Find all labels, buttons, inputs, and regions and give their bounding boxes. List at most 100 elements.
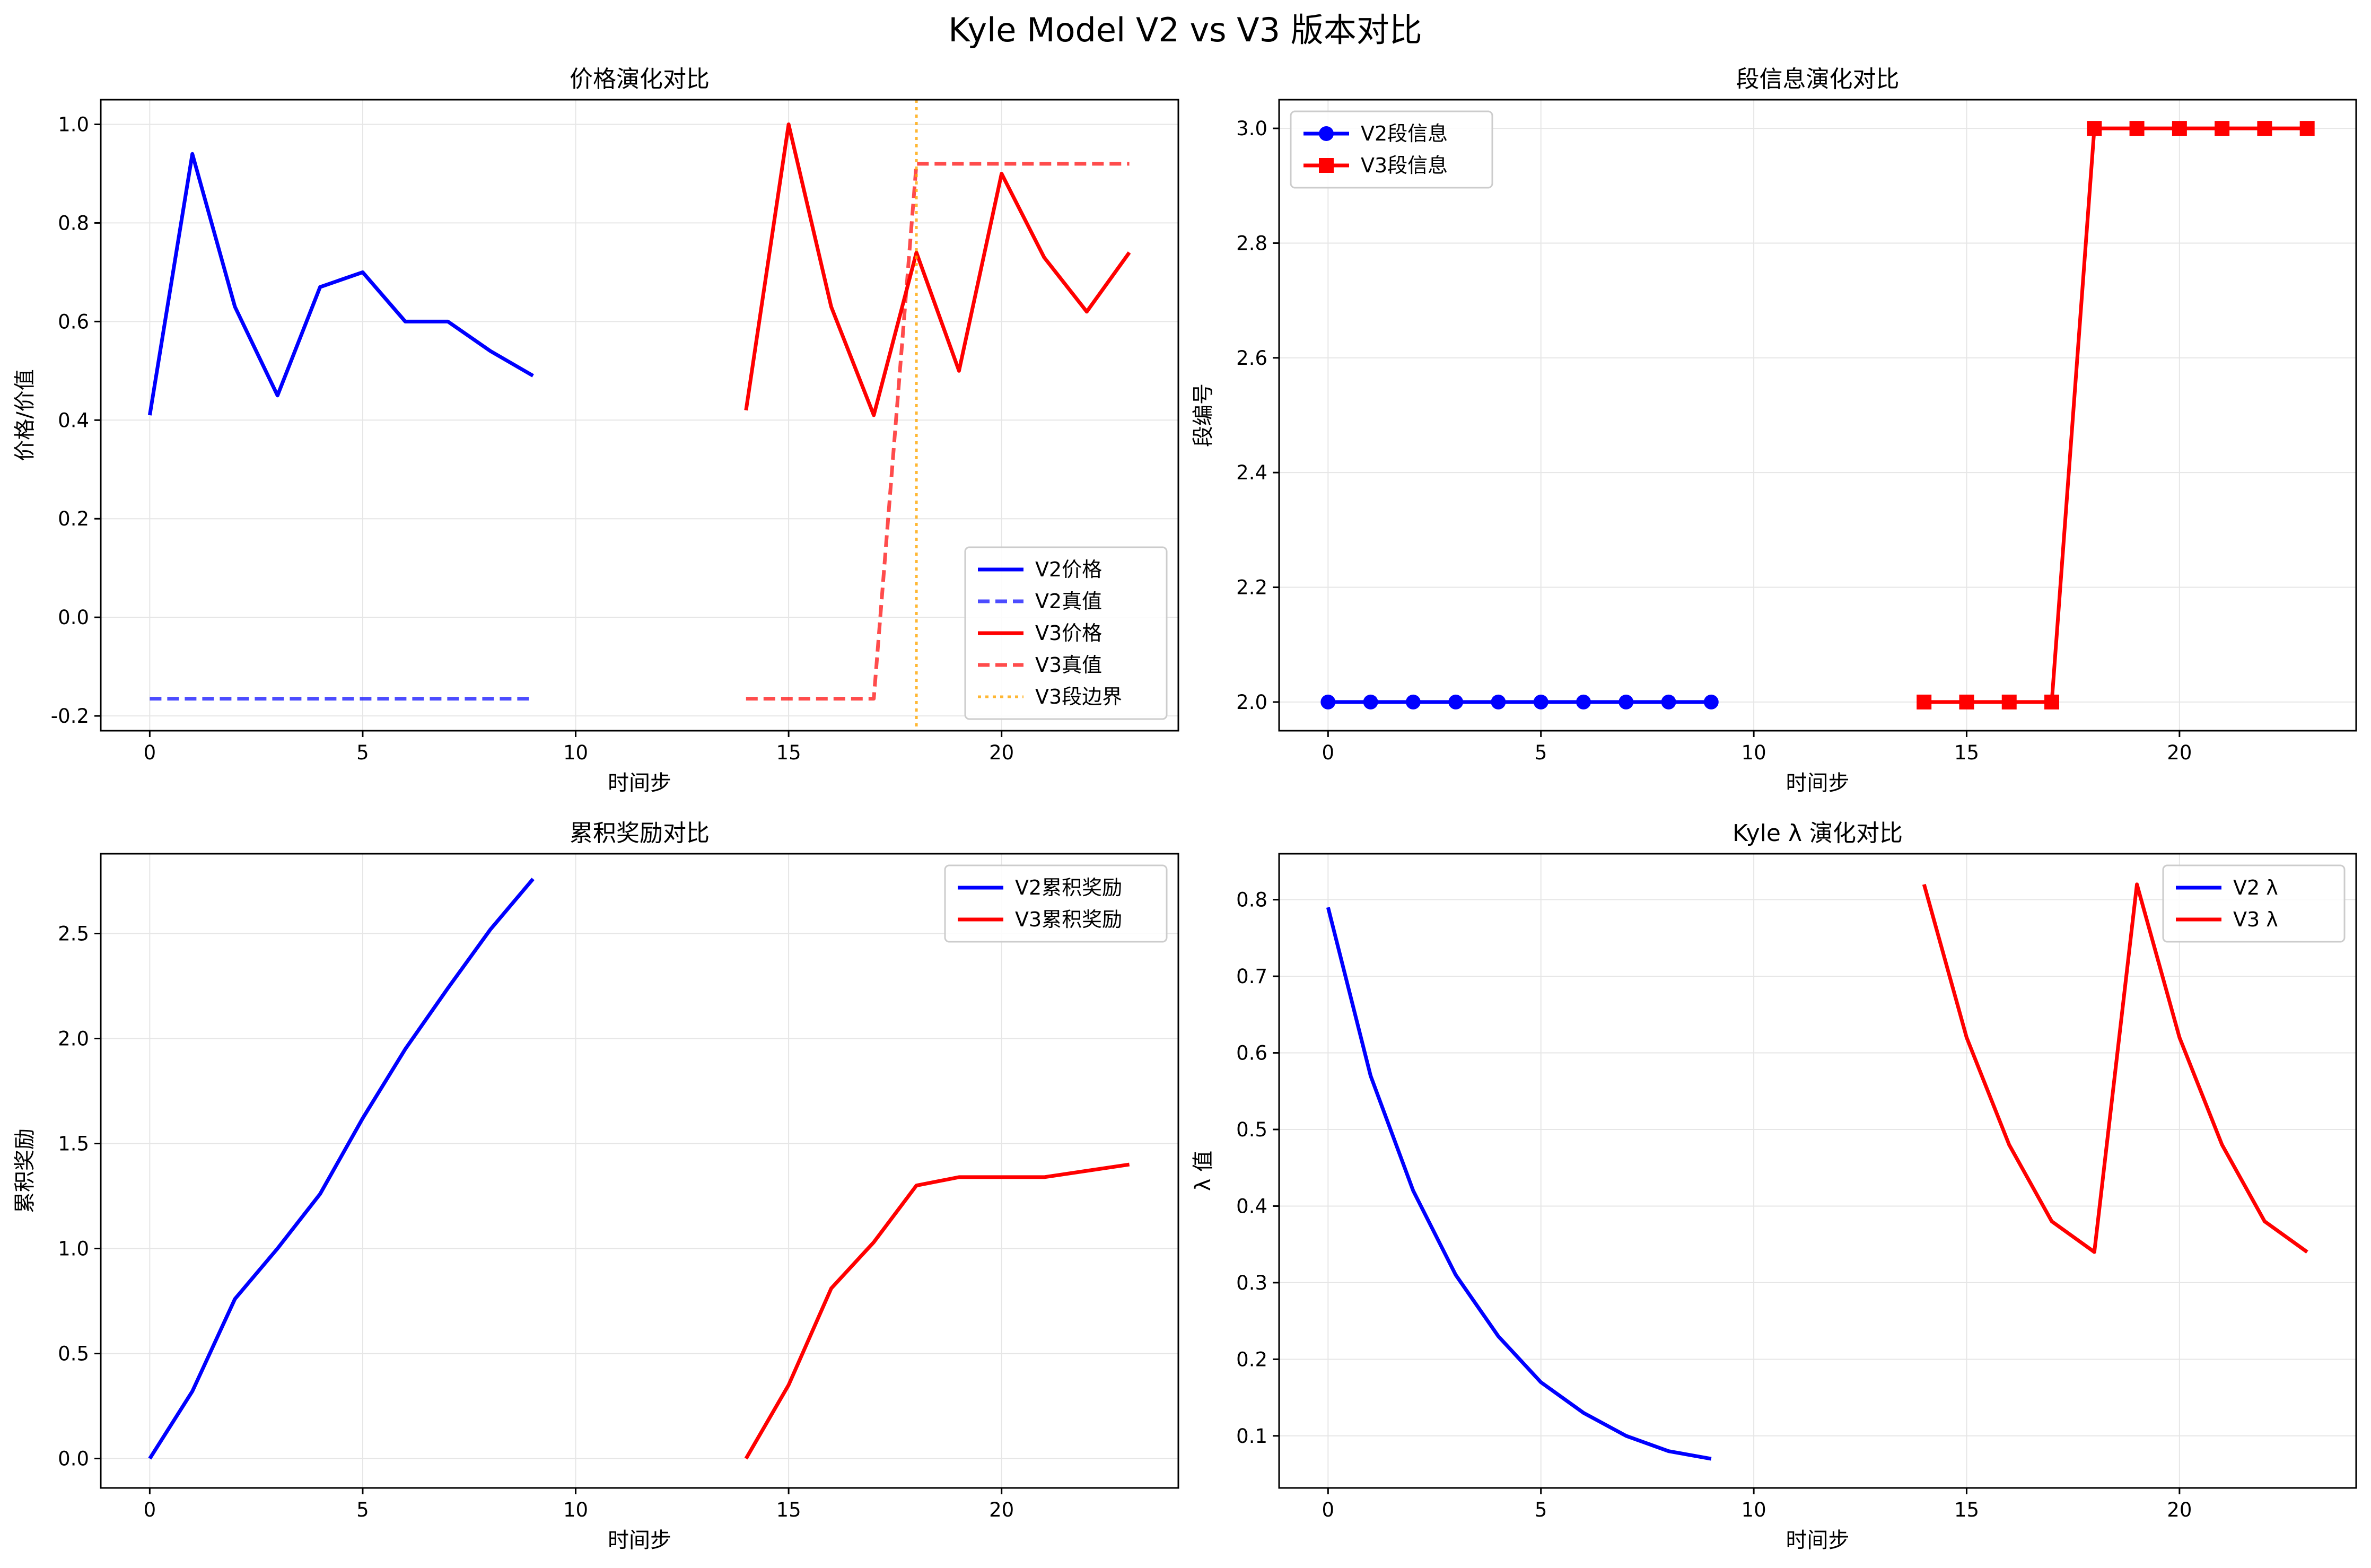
legend: V2段信息 V3段信息 [1290,110,1493,189]
panel-title: 累积奖励对比 [570,820,710,847]
y-tick-label: 0.6 [1236,1042,1267,1065]
x-tick-label: 0 [144,741,156,764]
legend: V2 λ V3 λ [2162,864,2346,943]
data-point [2129,121,2145,136]
y-axis-label: 段编号 [1191,383,1215,447]
data-point [1959,694,1974,709]
subplot-4: 0 5 10 15 20 0.1 0.2 0.3 0.4 0.5 0.6 0.7 0.8 Kyle λ 演… [1191,820,2357,1553]
y-tick-label: 3.0 [1236,117,1267,140]
legend-marker [1319,126,1334,141]
series-line [1924,126,2307,704]
data-point [1661,694,1676,709]
x-tick-label: 20 [989,1499,1014,1521]
legend: V2累积奖励 V3累积奖励 [944,864,1168,943]
y-tick-label: 0.5 [58,1343,89,1365]
y-tick-label: 0.1 [1236,1425,1267,1448]
x-tick-label: 20 [989,741,1014,764]
x-tick-label: 5 [1535,1499,1547,1521]
x-axis-label: 时间步 [608,1528,671,1553]
data-point [1448,694,1464,709]
data-point [2215,121,2230,136]
axes-frame [1278,99,2357,732]
legend-label: V3段边界 [1035,685,1122,708]
x-axis-label: 时间步 [1786,1528,1850,1553]
y-tick-label: 0.0 [58,1448,89,1470]
series-line [744,1162,1130,1460]
x-tick-label: 10 [1742,741,1766,764]
x-tick-label: 5 [1535,741,1547,764]
series-1 [1917,121,2315,709]
axes-frame [100,853,1179,1489]
legend-label: V2真值 [1035,590,1102,613]
panel-title: Kyle λ 演化对比 [1733,820,1903,847]
x-tick-label: 0 [1322,1499,1335,1521]
y-tick-label: 0.5 [1236,1118,1267,1141]
data-point [1491,694,1506,709]
plot-area [1320,121,2315,709]
legend-box [1290,110,1493,189]
y-tick-label: 2.5 [58,922,89,945]
grid [1279,100,2356,731]
data-point [2257,121,2272,136]
y-tick-label: -0.2 [51,705,89,728]
plot-area [1326,882,2308,1461]
series-0 [1326,907,1712,1461]
series-0 [1320,694,1719,709]
y-tick-label: 2.2 [1236,576,1267,599]
legend: V2价格 V2真值 V3价格 V3真值 V3段边界 [964,546,1168,720]
data-point [1618,694,1634,709]
y-tick-label: 2.0 [58,1028,89,1050]
legend-label: V3真值 [1035,653,1102,677]
legend-marker [1319,158,1334,173]
panel-title: 价格演化对比 [570,66,710,93]
x-tick-label: 15 [776,741,801,764]
x-axis-label: 时间步 [608,771,671,795]
y-tick-label: 0.3 [1236,1272,1267,1294]
y-axis-label: 价格/价值 [13,369,37,461]
legend-label: V3 λ [2233,908,2278,931]
x-tick-label: 20 [2167,741,2192,764]
series-2 [744,122,1131,417]
legend-label: V2累积奖励 [1015,876,1122,899]
series-1 [1922,882,2308,1254]
series-0 [148,878,535,1460]
legend-label: V3段信息 [1361,154,1448,177]
data-point [2172,121,2187,136]
data-point [1363,694,1378,709]
panel-title: 段信息演化对比 [1736,66,1900,93]
series-line [746,162,1130,701]
x-tick-label: 10 [563,1499,588,1521]
legend-label: V2价格 [1035,558,1102,581]
legend-label: V3累积奖励 [1015,908,1122,931]
ticks: 0 5 10 15 20 2.0 2.2 2.4 2.6 2.8 3.0 [1236,117,2192,764]
data-point [2087,121,2102,136]
y-axis-label: λ 值 [1191,1151,1215,1191]
data-point [2001,694,2017,709]
legend-label: V2段信息 [1361,122,1448,145]
series-line [744,122,1131,417]
y-tick-label: 2.0 [1236,691,1267,714]
y-tick-label: 2.4 [1236,461,1267,484]
x-tick-label: 10 [563,741,588,764]
y-tick-label: 0.4 [58,409,89,432]
y-axis-label: 累积奖励 [13,1128,37,1213]
grid [101,100,1178,731]
legend-label: V2 λ [2233,876,2278,899]
x-tick-label: 15 [776,1499,801,1521]
x-tick-label: 15 [1954,741,1979,764]
axes-frame [100,99,1179,732]
data-point [1703,694,1719,709]
series-line [1922,882,2308,1254]
y-tick-label: 1.0 [58,113,89,136]
x-tick-label: 20 [2167,1499,2192,1521]
x-tick-label: 10 [1742,1499,1766,1521]
data-point [1533,694,1548,709]
y-tick-label: 0.2 [1236,1348,1267,1371]
grid [1279,854,2356,1488]
series-line [147,152,534,416]
plot-area [147,100,1131,731]
